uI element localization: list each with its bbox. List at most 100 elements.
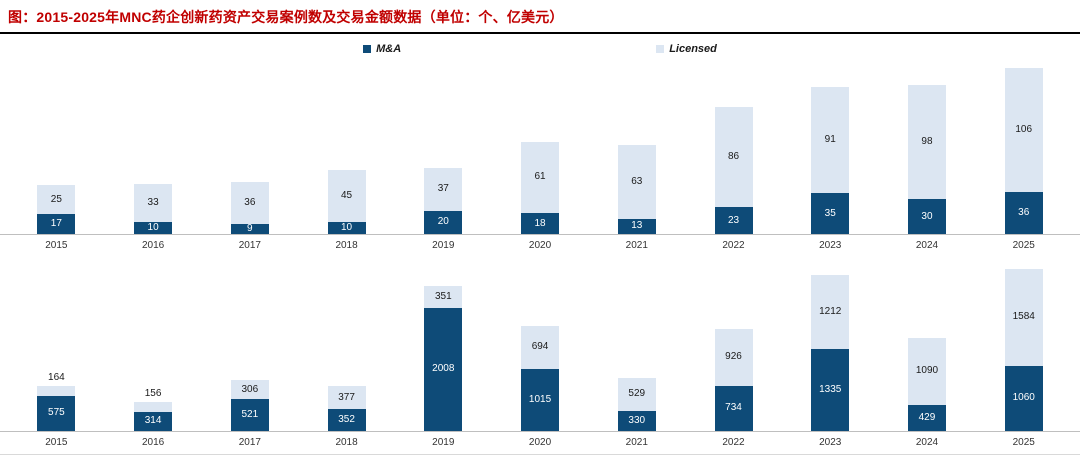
- mna-segment: 20: [424, 210, 463, 234]
- x-axis-label: 2016: [141, 240, 165, 251]
- licensed-segment: 25: [37, 185, 76, 215]
- bar-group-2020: 694 1015: [492, 326, 589, 431]
- mna-segment: 429: [907, 404, 946, 431]
- mna-segment: 10: [134, 222, 173, 234]
- x-axis-label: 2025: [1012, 240, 1035, 251]
- licensed-value-label: 25: [50, 193, 62, 205]
- x-axis: 2015 2016 2017 2018 2019 2020 2021 2022 2023 2024…: [0, 235, 1080, 251]
- licensed-segment: 164: [37, 372, 76, 396]
- licensed-value-label: 98: [921, 135, 933, 147]
- mna-value-label: 13: [631, 220, 643, 232]
- licensed-segment: 1584: [1004, 268, 1043, 366]
- stacked-bar: 45 10: [327, 169, 366, 234]
- mna-segment: 1335: [811, 349, 850, 431]
- chart-deal-cases: 25 17 33 10 36 9 45 10 37 20 61 18 63 13 86 23 91 35 98 30 1…: [0, 59, 1080, 251]
- x-axis-label: 2024: [915, 240, 939, 251]
- licensed-value-label: 377: [338, 391, 355, 403]
- x-axis-label: 2021: [625, 240, 648, 251]
- bottom-divider: [0, 454, 1080, 455]
- stacked-bar: 306 521: [230, 380, 269, 431]
- licensed-segment: 33: [134, 183, 173, 223]
- stacked-bar: 86 23: [714, 106, 753, 234]
- mna-segment: 13: [617, 218, 656, 234]
- licensed-value-label: 1584: [1012, 311, 1035, 323]
- x-axis-label: 2018: [335, 240, 358, 251]
- mna-value-label: 2008: [432, 363, 455, 375]
- stacked-bar: 63 13: [617, 145, 656, 234]
- mna-value-label: 314: [144, 415, 162, 427]
- stacked-bar: 36 9: [230, 181, 269, 234]
- stacked-bar: 351 2008: [424, 286, 463, 431]
- bar-group-2019: 351 2008: [395, 286, 492, 431]
- mna-value-label: 35: [824, 207, 836, 219]
- mna-value-label: 575: [48, 407, 65, 419]
- licensed-value-label: 61: [534, 171, 546, 183]
- x-axis-label: 2018: [335, 437, 358, 448]
- licensed-segment: 98: [907, 84, 946, 199]
- licensed-segment: 63: [617, 145, 656, 219]
- mna-value-label: 429: [918, 411, 936, 423]
- bar-group-2022: 926 734: [685, 329, 782, 431]
- mna-segment: 330: [617, 410, 656, 431]
- stacked-bar: 694 1015: [521, 326, 560, 431]
- chart-header: 图：2015-2025年MNC药企创新药资产交易案例数及交易金额数据（单位：个、…: [0, 0, 1080, 34]
- mna-segment: 575: [37, 395, 76, 431]
- stacked-bar: 61 18: [521, 141, 560, 234]
- stacked-bar: 1090 429: [907, 337, 946, 431]
- stacked-bar: 377 352: [327, 386, 366, 431]
- licensed-segment: 377: [327, 386, 366, 410]
- mna-value-label: 10: [147, 222, 159, 234]
- bar-group-2016: 156 314: [105, 389, 202, 431]
- licensed-segment: 1212: [811, 274, 850, 349]
- bar-group-2017: 36 9: [201, 181, 298, 234]
- licensed-segment: 61: [521, 141, 560, 213]
- x-axis: 2015 2016 2017 2018 2019 2020 2021 2022 2023 2024…: [0, 432, 1080, 448]
- mna-segment: 17: [37, 214, 76, 234]
- mna-segment: 23: [714, 207, 753, 234]
- licensed-segment: 1090: [907, 337, 946, 405]
- bar-group-2021: 529 330: [588, 378, 685, 431]
- x-axis-label: 2022: [722, 437, 745, 448]
- mna-value-label: 36: [1018, 207, 1030, 218]
- licensed-value-label: 86: [727, 151, 740, 162]
- licensed-value-label: 1212: [819, 305, 842, 317]
- x-axis-label: 2019: [432, 437, 455, 448]
- mna-segment: 10: [327, 222, 366, 234]
- chart-title: 图：2015-2025年MNC药企创新药资产交易案例数及交易金额数据（单位：个、…: [8, 9, 564, 25]
- bar-group-2024: 1090 429: [879, 337, 976, 431]
- mna-value-label: 1015: [528, 393, 552, 405]
- legend-label-licensed: Licensed: [669, 43, 717, 55]
- stacked-bar: 91 35: [811, 87, 850, 234]
- stacked-bar: 164 575: [37, 372, 76, 431]
- mna-segment: 2008: [424, 307, 463, 431]
- x-axis-label: 2022: [722, 240, 745, 251]
- mna-segment: 1015: [521, 368, 560, 431]
- licensed-value-label: 36: [244, 196, 256, 208]
- licensed-value-label: 529: [628, 388, 646, 400]
- mna-segment: 30: [907, 199, 946, 234]
- stacked-bar: 33 10: [134, 183, 173, 234]
- mna-value-label: 352: [338, 414, 355, 426]
- licensed-segment: 91: [811, 87, 850, 194]
- mna-swatch-icon: [363, 45, 372, 53]
- bar-group-2015: 164 575: [8, 372, 105, 431]
- bar-group-2024: 98 30: [879, 84, 976, 234]
- licensed-segment: 694: [521, 326, 560, 369]
- licensed-segment: 45: [327, 169, 366, 223]
- stacked-bar: 1584 1060: [1004, 268, 1043, 431]
- mna-value-label: 330: [628, 414, 646, 426]
- mna-segment: 1060: [1004, 365, 1043, 431]
- mna-value-label: 521: [241, 409, 259, 420]
- licensed-segment: 37: [424, 167, 463, 211]
- mna-value-label: 10: [341, 222, 353, 234]
- stacked-bar: 156 314: [134, 389, 173, 431]
- licensed-value-label: 926: [725, 351, 742, 363]
- bar-group-2020: 61 18: [492, 141, 589, 234]
- bar-group-2017: 306 521: [201, 380, 298, 431]
- licensed-value-label: 37: [437, 183, 449, 195]
- mna-value-label: 1335: [819, 384, 842, 395]
- mna-value-label: 23: [727, 214, 740, 226]
- licensed-value-label: 63: [631, 176, 643, 188]
- mna-value-label: 9: [247, 222, 253, 234]
